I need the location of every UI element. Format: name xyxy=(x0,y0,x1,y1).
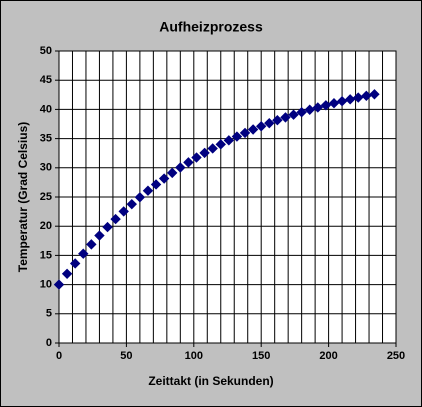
plot-border xyxy=(58,50,397,344)
y-tick-label: 20 xyxy=(40,220,52,232)
marker xyxy=(296,106,307,118)
x-tick-label: 0 xyxy=(56,350,62,362)
y-tick-label: 45 xyxy=(40,74,52,86)
marker xyxy=(158,173,170,184)
y-tick-label: 25 xyxy=(40,191,52,203)
marker xyxy=(231,131,243,142)
marker xyxy=(167,167,178,179)
marker xyxy=(191,152,202,163)
marker xyxy=(183,157,194,168)
chart-title: Aufheizprozess xyxy=(159,19,263,35)
x-tick-label: 50 xyxy=(120,350,132,362)
marker xyxy=(199,147,210,159)
x-tick-label: 250 xyxy=(387,350,405,362)
y-tick-label: 15 xyxy=(40,249,52,261)
x-axis-label: Zeittakt (in Sekunden) xyxy=(148,374,273,388)
marker xyxy=(78,248,89,259)
marker xyxy=(150,179,162,190)
y-tick-label: 35 xyxy=(40,133,52,145)
marker xyxy=(215,139,226,150)
marker xyxy=(86,239,97,250)
marker xyxy=(264,117,275,129)
marker xyxy=(304,104,315,115)
y-tick-label: 50 xyxy=(40,45,52,57)
marker xyxy=(142,185,154,196)
marker xyxy=(336,96,348,107)
marker xyxy=(239,127,251,139)
marker xyxy=(280,112,291,123)
y-tick-label: 30 xyxy=(40,162,52,174)
marker xyxy=(126,198,137,210)
marker xyxy=(353,92,364,103)
marker xyxy=(61,268,73,280)
marker xyxy=(175,162,186,173)
y-axis-label: Temperatur (Grad Celsius) xyxy=(16,122,30,272)
marker xyxy=(312,102,324,113)
marker xyxy=(118,206,129,217)
x-tick-label: 150 xyxy=(252,350,270,362)
marker xyxy=(53,279,65,290)
x-tick-label: 100 xyxy=(185,350,203,362)
marker xyxy=(110,213,121,225)
marker xyxy=(320,100,332,111)
marker xyxy=(102,221,113,233)
marker xyxy=(344,94,356,105)
marker xyxy=(247,124,259,135)
marker xyxy=(272,114,283,126)
marker xyxy=(134,192,146,203)
y-tick-label: 0 xyxy=(46,337,52,349)
marker xyxy=(255,121,267,132)
y-tick-label: 10 xyxy=(40,279,52,291)
y-tick-label: 40 xyxy=(40,103,52,115)
marker xyxy=(94,230,105,241)
marker xyxy=(69,258,81,269)
marker xyxy=(328,98,340,109)
marker xyxy=(223,135,235,146)
marker xyxy=(369,89,380,100)
x-tick-label: 200 xyxy=(319,350,337,362)
marker xyxy=(288,109,299,120)
y-tick-label: 5 xyxy=(46,308,52,320)
marker xyxy=(207,143,218,154)
